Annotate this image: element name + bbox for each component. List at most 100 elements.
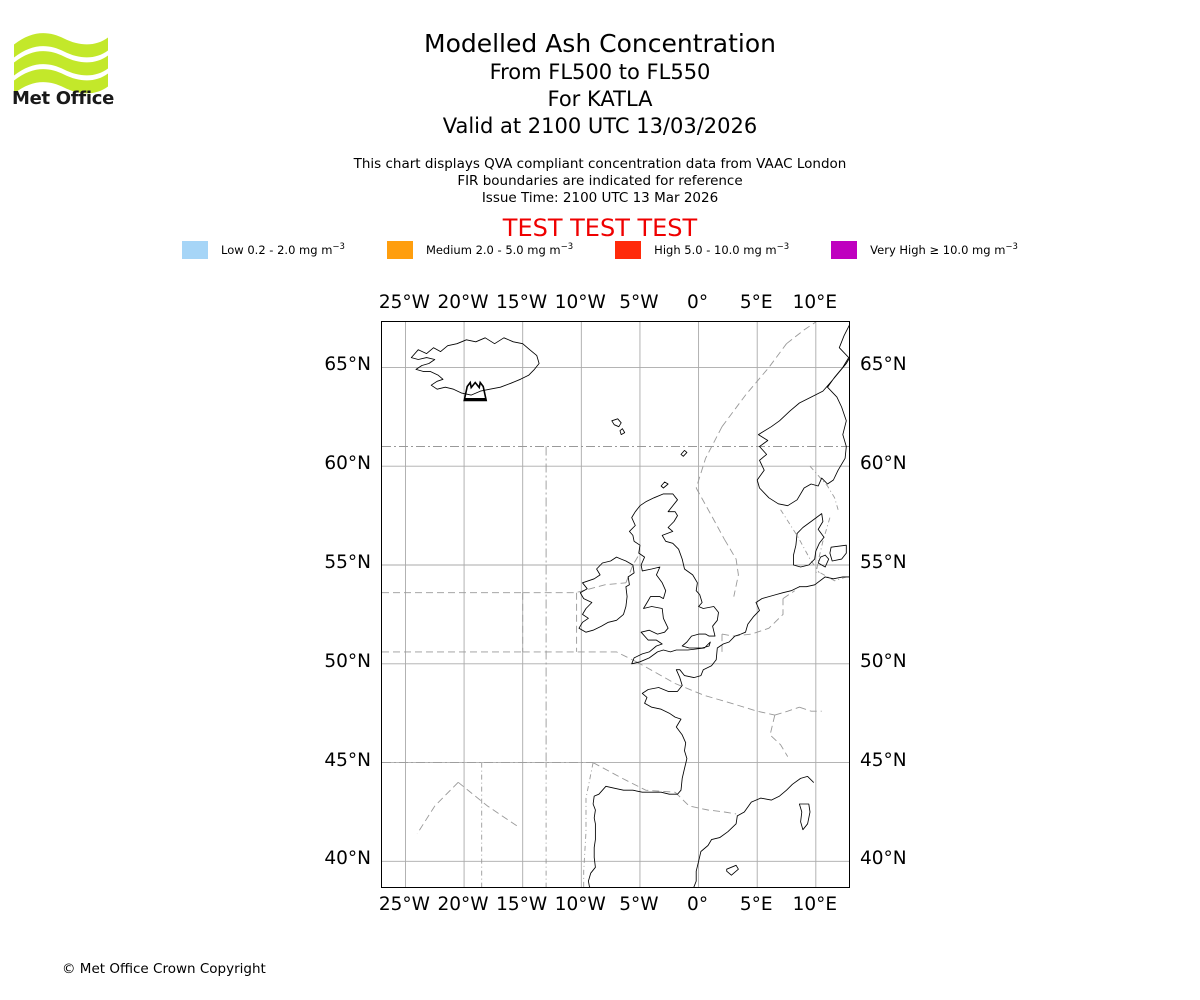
coastline-path	[680, 449, 688, 457]
coastline-path	[726, 864, 739, 876]
title-volcano: For KATLA	[547, 87, 653, 111]
title-flight-levels: From FL500 to FL550	[489, 60, 711, 84]
coastlines	[410, 325, 849, 887]
concentration-legend: Low 0.2 - 2.0 mg m−3 Medium 2.0 - 5.0 mg …	[0, 241, 1200, 259]
volcano-base	[464, 398, 487, 402]
lat-tick-left: 40°N	[324, 848, 371, 870]
lon-tick-top: 15°W	[496, 292, 548, 313]
map-canvas	[382, 322, 849, 887]
test-banner: TEST TEST TEST	[502, 214, 698, 242]
legend-very-high: Very High ≥ 10.0 mg m−3	[831, 241, 1018, 259]
coastline-path	[628, 493, 719, 665]
coastline-path	[611, 418, 622, 428]
map-area	[381, 321, 850, 888]
note-issue-time: Issue Time: 2100 UTC 13 Mar 2026	[481, 190, 719, 206]
lon-tick-bottom: 10°W	[554, 894, 606, 915]
lon-tick-top: 10°E	[792, 292, 838, 313]
lon-tick-top: 5°E	[739, 292, 773, 313]
fir-boundary	[815, 517, 831, 575]
coastline-path	[619, 428, 626, 436]
fir-boundary	[782, 590, 795, 599]
met-office-wordmark: Met Office	[12, 88, 115, 109]
fir-boundary	[636, 661, 676, 684]
fir-boundary	[721, 343, 787, 427]
legend-very-high-swatch	[831, 241, 858, 259]
fir-boundary	[799, 706, 822, 712]
coastline-path	[793, 513, 825, 568]
legend-medium: Medium 2.0 - 5.0 mg m−3	[386, 241, 574, 259]
lon-tick-top: 20°W	[437, 292, 489, 313]
legend-medium-label: Medium 2.0 - 5.0 mg m−3	[425, 242, 574, 257]
lat-tick-left: 55°N	[324, 552, 371, 573]
fir-boundary	[774, 706, 800, 716]
lat-tick-right: 50°N	[860, 650, 907, 672]
lat-tick-left: 65°N	[324, 354, 371, 376]
lon-tick-top: 10°W	[554, 292, 606, 313]
legend-high-label: High 5.0 - 10.0 mg m−3	[654, 242, 790, 257]
map-frame[interactable]	[381, 321, 850, 888]
legend-very-high-label: Very High ≥ 10.0 mg m−3	[870, 242, 1018, 257]
note-qva: This chart displays QVA compliant concen…	[353, 156, 847, 172]
note-fir: FIR boundaries are indicated for referen…	[457, 173, 743, 189]
fir-boundary	[695, 487, 725, 540]
fir-boundaries	[382, 322, 849, 887]
fir-boundary	[820, 572, 847, 582]
copyright-notice: © Met Office Crown Copyright	[62, 961, 266, 977]
lat-tick-right: 55°N	[860, 552, 907, 573]
page-title: Modelled Ash Concentration	[424, 29, 776, 58]
lon-tick-top: 0°	[687, 292, 709, 313]
coastline-path	[660, 481, 669, 489]
fir-boundary	[721, 598, 784, 637]
coastline-path	[693, 815, 738, 887]
coastline-path	[829, 544, 847, 562]
fir-boundary	[724, 539, 739, 597]
katla-volcano-marker	[463, 380, 488, 402]
legend-high-swatch	[615, 241, 642, 259]
coastline-path	[798, 576, 849, 588]
lon-tick-bottom: 25°W	[378, 894, 430, 915]
met-office-logo	[14, 33, 108, 94]
fir-boundary	[780, 509, 820, 574]
lon-tick-top: 5°W	[619, 292, 659, 313]
lon-tick-bottom: 5°E	[739, 894, 773, 915]
lon-tick-bottom: 0°	[687, 894, 709, 915]
coastline-path	[410, 337, 540, 396]
fir-boundary	[674, 791, 737, 815]
coastline-path	[587, 586, 800, 887]
coastline-path	[736, 775, 814, 817]
legend-low: Low 0.2 - 2.0 mg m−3	[182, 241, 345, 259]
lat-tick-right: 60°N	[860, 453, 907, 475]
fir-boundary	[769, 714, 789, 757]
lon-tick-bottom: 10°E	[792, 894, 838, 915]
lat-tick-right: 45°N	[860, 749, 907, 771]
fir-boundary	[674, 683, 775, 716]
lon-tick-bottom: 20°W	[437, 894, 489, 915]
legend-high: High 5.0 - 10.0 mg m−3	[615, 241, 789, 259]
chart-title-block: Modelled Ash Concentration From FL500 to…	[0, 28, 1200, 140]
legend-low-label: Low 0.2 - 2.0 mg m−3	[221, 242, 345, 257]
lat-tick-left: 45°N	[324, 749, 371, 771]
fir-boundary	[809, 465, 839, 510]
coastline-path	[756, 325, 849, 507]
lon-tick-top: 25°W	[378, 292, 430, 313]
coastline-path	[817, 554, 830, 568]
fir-boundary	[522, 651, 637, 663]
lat-tick-right: 40°N	[860, 848, 907, 870]
fir-boundary	[592, 762, 676, 793]
fir-boundary	[786, 322, 817, 345]
fir-boundary	[583, 762, 594, 887]
fir-boundary	[522, 582, 626, 594]
title-valid-time: Valid at 2100 UTC 13/03/2026	[442, 114, 758, 138]
graticule-lines	[382, 322, 849, 887]
lon-tick-bottom: 5°W	[619, 894, 659, 915]
coastline-path	[798, 803, 811, 831]
lon-tick-bottom: 15°W	[496, 894, 548, 915]
fir-boundary	[457, 781, 518, 827]
fir-boundary	[695, 426, 723, 489]
volcano-glyph	[463, 380, 488, 402]
chart-notes-block: This chart displays QVA compliant concen…	[0, 156, 1200, 207]
legend-low-swatch	[182, 241, 209, 259]
lat-tick-left: 60°N	[324, 453, 371, 475]
coastline-path	[578, 556, 635, 633]
lat-tick-right: 65°N	[860, 354, 907, 376]
